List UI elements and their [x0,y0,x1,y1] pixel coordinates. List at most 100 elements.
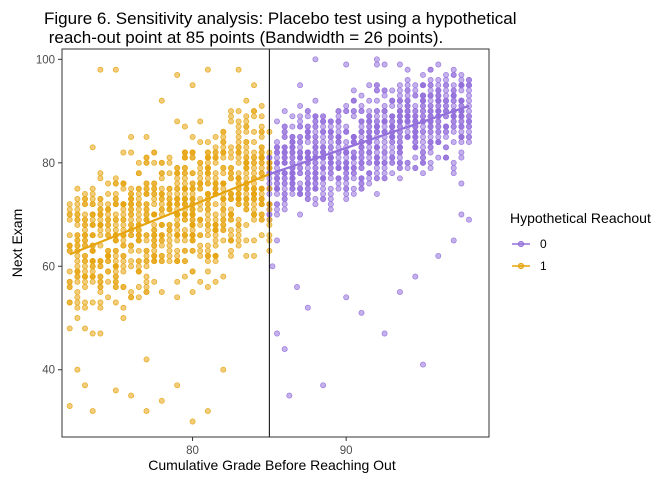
data-point [458,139,465,146]
data-point [189,237,196,244]
data-point [204,206,211,213]
data-point [327,206,334,213]
data-point [412,133,419,140]
data-point [220,170,227,177]
data-point [466,77,472,83]
data-point [128,289,135,296]
data-point [97,170,104,177]
data-point [343,185,350,192]
data-point [450,87,457,94]
data-point [197,185,204,192]
data-point [312,118,319,125]
data-point [335,128,342,135]
data-point [443,123,449,130]
data-point [389,87,396,94]
data-point [135,247,142,254]
data-point [281,144,288,151]
data-point [281,206,288,213]
data-point [66,278,73,285]
data-point [174,221,181,228]
data-point [204,201,211,208]
data-point [420,82,426,89]
data-point [97,175,104,182]
data-point [443,92,449,99]
data-point [404,82,411,89]
data-point [274,330,280,337]
data-point [220,206,227,213]
data-point [312,170,319,177]
data-point [135,237,142,244]
data-point [258,201,265,208]
data-point [74,221,81,228]
data-point [274,118,280,125]
data-point [373,97,380,104]
data-point [297,144,304,151]
data-point [181,190,188,197]
data-point [251,206,257,213]
data-point [228,216,234,223]
data-point [450,123,457,130]
data-point [274,149,280,156]
data-point [151,252,158,259]
data-point [89,258,96,265]
data-point [258,159,265,166]
data-point [235,139,242,146]
data-point [243,144,250,151]
data-point [251,170,257,177]
data-point [404,92,411,99]
data-point [435,128,442,135]
data-point [220,180,227,187]
data-point [350,133,357,140]
data-point [189,221,196,228]
data-point [258,170,265,177]
data-point [174,201,181,208]
data-point [189,216,196,223]
data-point [396,102,403,109]
data-point [396,97,403,104]
data-point [112,66,119,73]
data-point [381,165,388,171]
data-point [373,165,380,171]
data-point [235,216,242,223]
data-point [243,149,250,156]
data-point [220,139,227,146]
data-point [158,258,165,265]
data-point [174,180,181,187]
data-point [197,206,204,213]
data-point [228,175,234,182]
data-point [396,133,403,140]
data-point [82,382,88,389]
data-point [151,227,158,234]
data-point [204,408,211,415]
data-point [197,118,204,125]
data-point [143,408,150,415]
data-point [181,170,188,177]
data-point [281,170,288,177]
data-point [466,128,472,135]
data-point [312,133,319,140]
data-point [312,175,319,182]
data-point [228,227,234,234]
data-point [143,211,150,218]
data-point [189,149,196,156]
data-point [243,252,250,259]
data-point [251,139,257,146]
data-point [304,180,311,187]
data-point [235,170,242,177]
data-point [228,154,234,161]
data-point [389,97,396,104]
data-point [366,123,373,130]
data-point [74,366,81,373]
legend-title: Hypothetical Reachout [510,210,651,226]
data-point [404,87,411,94]
data-point [450,118,457,125]
data-point [304,113,311,120]
data-point [112,268,119,275]
data-point [66,325,73,332]
data-point [443,133,449,140]
data-point [420,154,426,161]
data-point [289,123,296,130]
data-point [304,123,311,130]
data-point [420,144,426,151]
data-point [128,242,135,249]
